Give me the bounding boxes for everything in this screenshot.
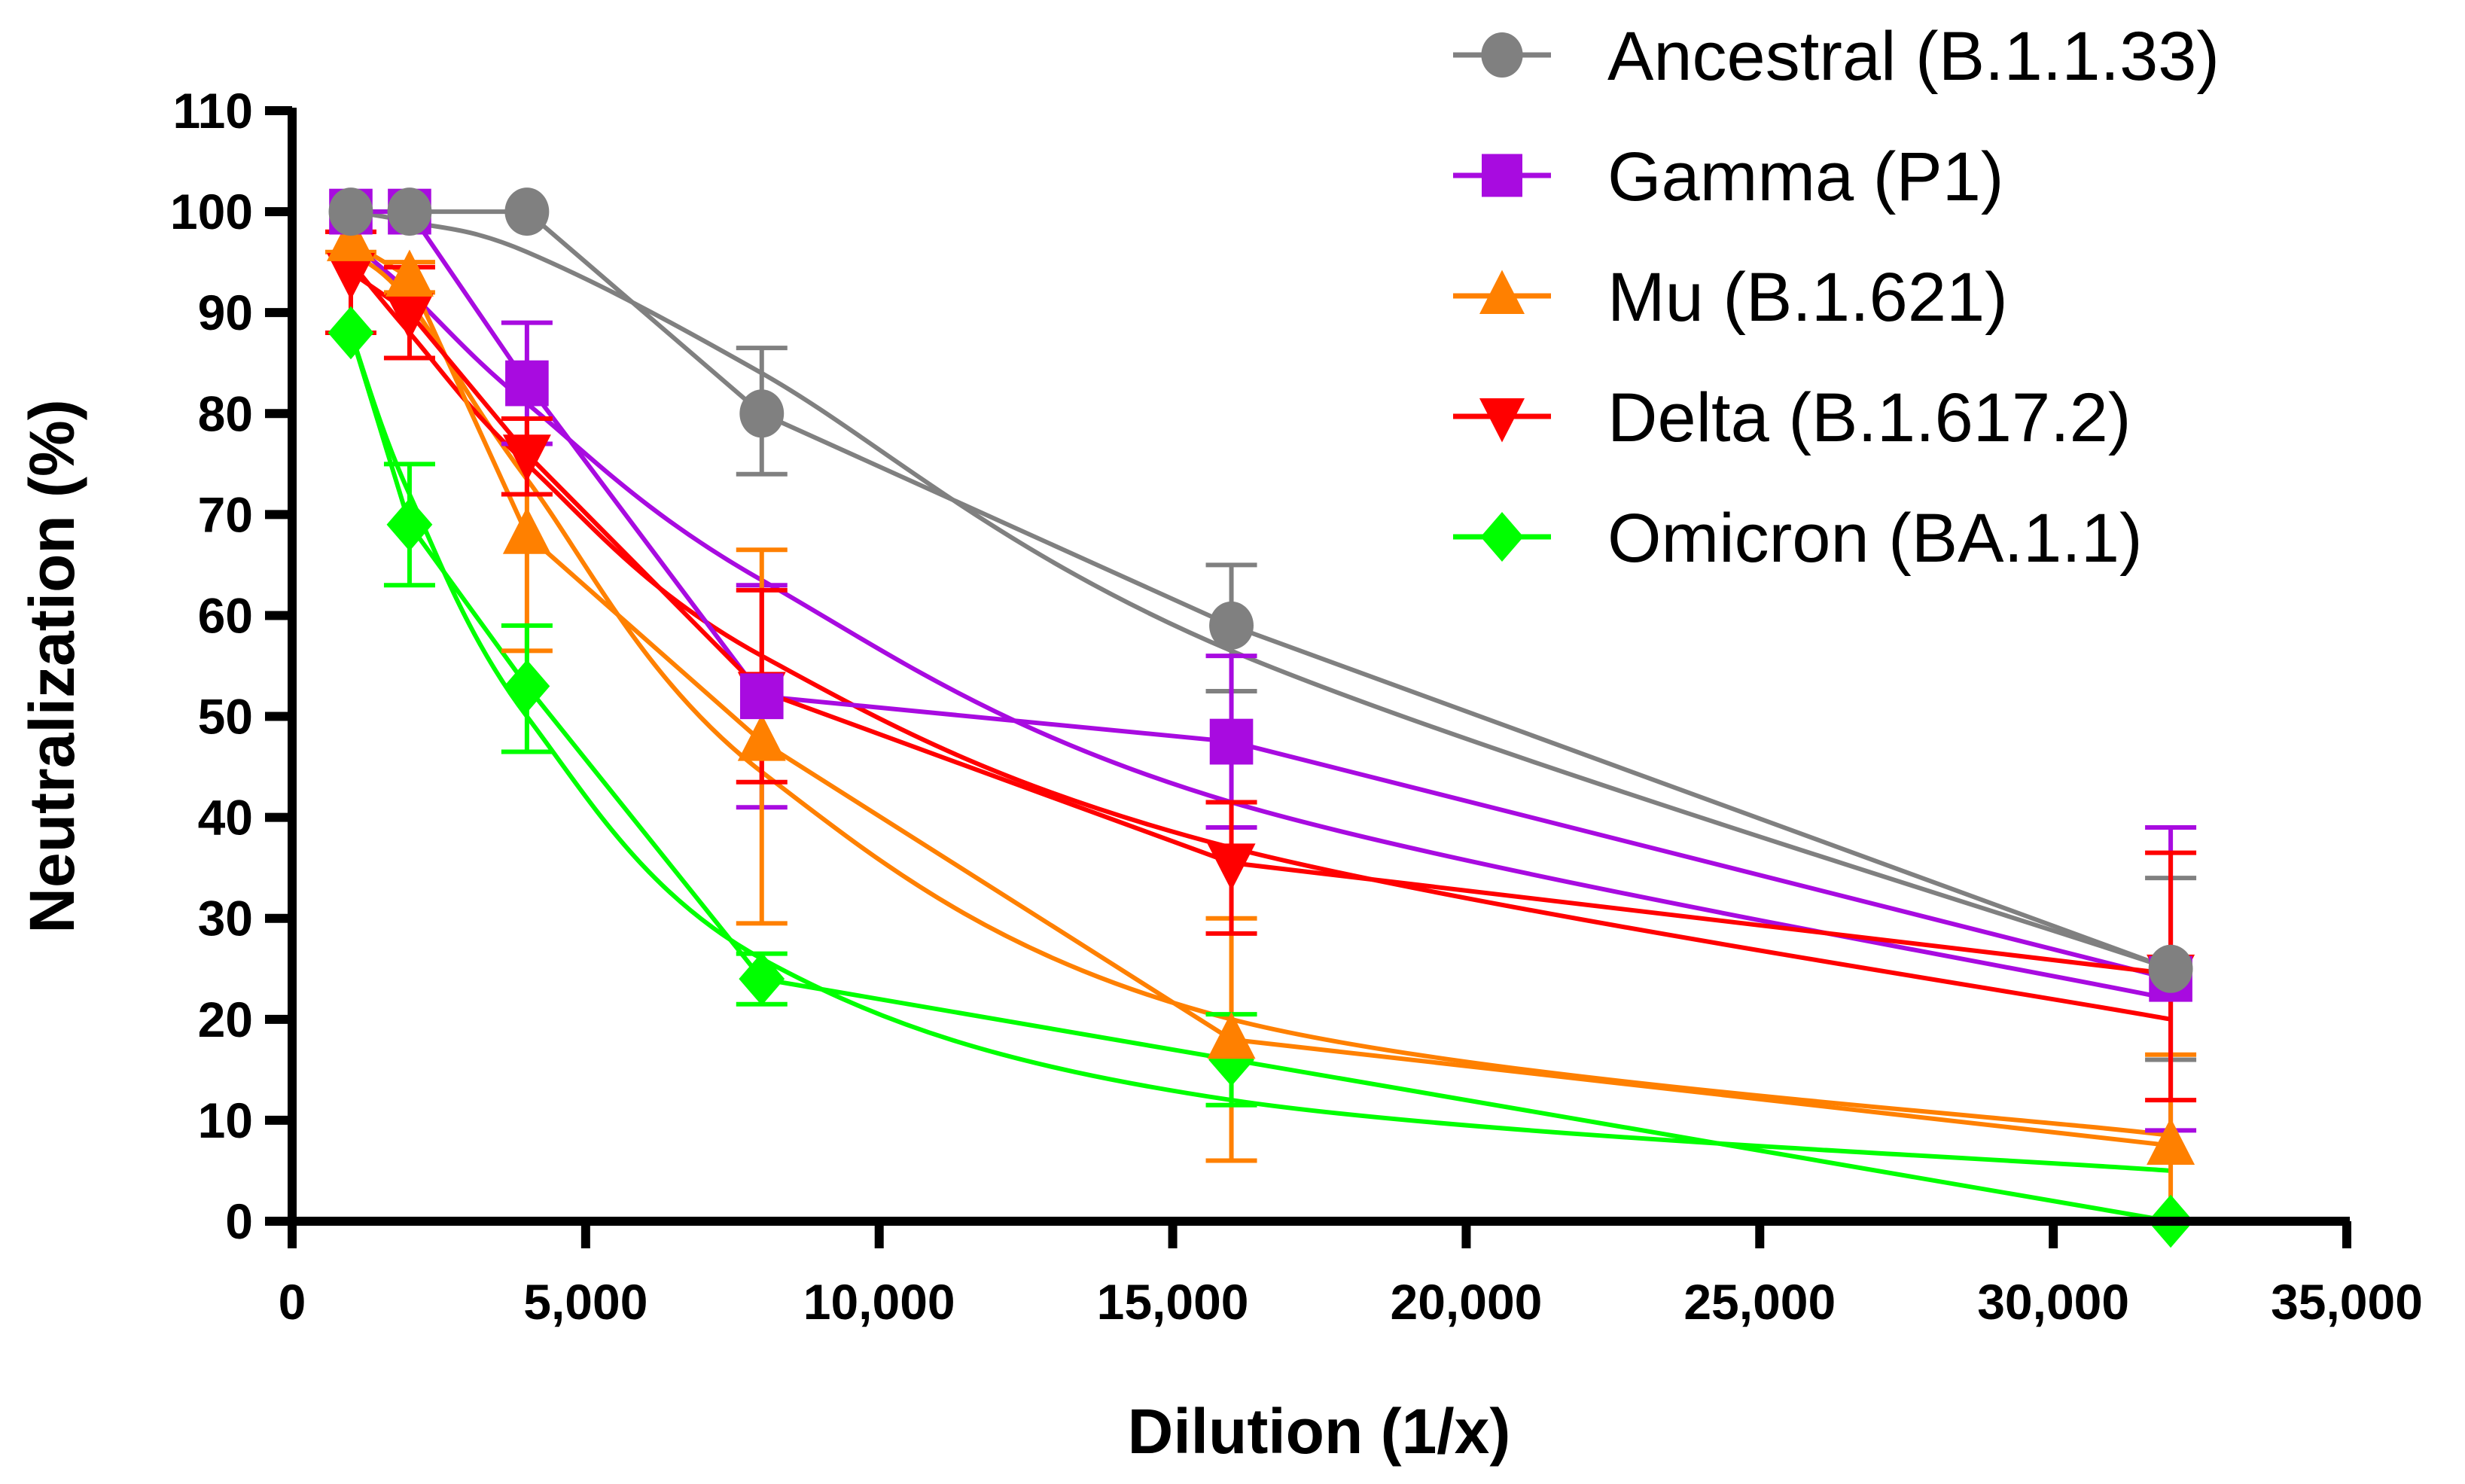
x-tick-label: 15,000 bbox=[1097, 1274, 1249, 1330]
marker-square bbox=[505, 360, 549, 407]
marker-triangle-up bbox=[385, 249, 434, 297]
y-tick-label: 90 bbox=[198, 285, 253, 340]
marker-square bbox=[1209, 718, 1254, 765]
marker-square bbox=[739, 673, 784, 720]
y-tick-label: 60 bbox=[198, 587, 253, 643]
y-tick-label: 100 bbox=[170, 184, 253, 239]
x-tick-label: 35,000 bbox=[2271, 1274, 2423, 1330]
x-tick-label: 10,000 bbox=[803, 1274, 955, 1330]
fit-curve-ancestral bbox=[350, 209, 2172, 971]
marker-square bbox=[1482, 154, 1522, 197]
marker-triangle-up bbox=[502, 507, 551, 554]
marker-triangle-up bbox=[1207, 1011, 1256, 1059]
axes: 0 5,000 10,000 15,000 20,000 25,000 30,000 35,0… bbox=[170, 83, 2423, 1330]
y-tick-label: 10 bbox=[198, 1092, 253, 1148]
x-tick-label: 0 bbox=[279, 1274, 306, 1330]
legend-item-omicron: Omicron (BA.1.1) bbox=[1453, 500, 2143, 577]
legend-label: Omicron (BA.1.1) bbox=[1607, 500, 2143, 577]
marker-circle bbox=[387, 187, 432, 236]
x-tick-label: 5,000 bbox=[523, 1274, 647, 1330]
x-tick-label: 30,000 bbox=[1977, 1274, 2129, 1330]
marker-diamond bbox=[1480, 512, 1524, 562]
x-tick-label: 20,000 bbox=[1390, 1274, 1542, 1330]
marker-triangle-down bbox=[1479, 398, 1525, 443]
legend-item-gamma: Gamma (P1) bbox=[1453, 139, 2004, 215]
x-tick-label: 25,000 bbox=[1683, 1274, 1836, 1330]
fit-curves bbox=[349, 209, 2172, 1173]
marker-triangle-up bbox=[1479, 270, 1525, 314]
data-lines bbox=[349, 209, 2172, 1223]
y-tick-label: 80 bbox=[198, 385, 253, 441]
legend-item-delta: Delta (B.1.617.2) bbox=[1453, 379, 2131, 456]
marker-circle bbox=[1481, 32, 1523, 78]
marker-diamond bbox=[328, 306, 374, 360]
marker-circle bbox=[504, 187, 550, 236]
marker-triangle-up bbox=[2147, 1117, 2195, 1166]
x-axis-title: Dilution (1/x) bbox=[1128, 1396, 1511, 1467]
y-axis-title: Neutralization (%) bbox=[17, 399, 87, 933]
fit-curve-gamma bbox=[349, 240, 2171, 1001]
marker-diamond bbox=[386, 498, 433, 551]
marker-triangle-down bbox=[502, 434, 551, 482]
legend-label: Ancestral (B.1.1.33) bbox=[1607, 18, 2220, 95]
marker-circle bbox=[1209, 601, 1254, 650]
y-tick-label: 70 bbox=[198, 486, 253, 542]
y-tick-label: 40 bbox=[198, 790, 253, 846]
marker-triangle-down bbox=[1207, 843, 1256, 891]
marker-circle bbox=[328, 187, 373, 236]
legend-label: Gamma (P1) bbox=[1607, 139, 2004, 215]
data-markers bbox=[326, 187, 2195, 1248]
marker-circle bbox=[739, 389, 785, 438]
y-tick-label: 20 bbox=[198, 992, 253, 1047]
marker-diamond bbox=[1208, 1033, 1254, 1086]
line-mu bbox=[349, 239, 2171, 1148]
y-tick-label: 110 bbox=[173, 83, 253, 139]
legend-label: Delta (B.1.617.2) bbox=[1607, 379, 2131, 456]
legend: Ancestral (B.1.1.33) Gamma (P1) Mu (B.1.62… bbox=[1453, 18, 2220, 577]
y-tick-label: 50 bbox=[198, 689, 253, 745]
fit-curve-delta bbox=[349, 261, 2171, 1022]
marker-circle bbox=[2148, 944, 2193, 993]
y-tick-label: 30 bbox=[198, 891, 253, 946]
legend-item-ancestral: Ancestral (B.1.1.33) bbox=[1453, 18, 2220, 95]
legend-item-mu: Mu (B.1.621) bbox=[1453, 259, 2008, 336]
y-tick-label: 0 bbox=[225, 1193, 253, 1249]
line-omicron bbox=[349, 332, 2171, 1223]
legend-label: Mu (B.1.621) bbox=[1607, 259, 2008, 336]
marker-diamond bbox=[504, 660, 550, 713]
marker-triangle-down bbox=[385, 293, 434, 340]
marker-diamond bbox=[739, 952, 785, 1006]
marker-triangle-up bbox=[737, 714, 786, 761]
marker-triangle-up bbox=[326, 214, 375, 261]
marker-triangle-down bbox=[326, 252, 375, 300]
